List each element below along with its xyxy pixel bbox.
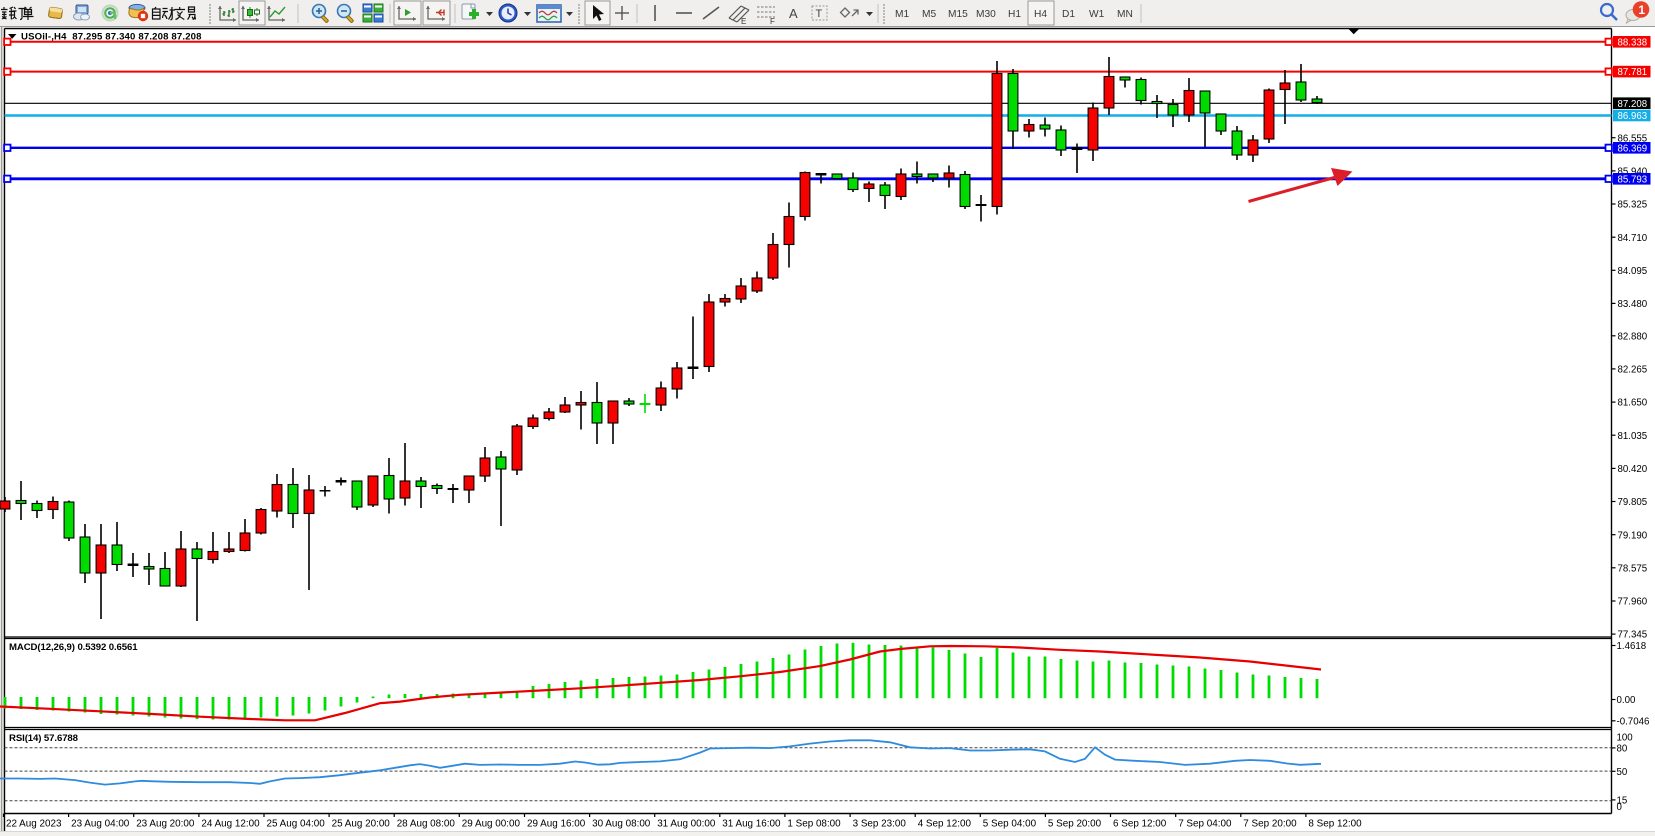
svg-text:88.338: 88.338 — [1618, 37, 1648, 48]
svg-text:86.555: 86.555 — [1618, 133, 1648, 144]
svg-text:85.793: 85.793 — [1618, 174, 1648, 185]
svg-text:F: F — [770, 17, 775, 26]
svg-text:0: 0 — [1617, 802, 1623, 813]
svg-text:82.880: 82.880 — [1618, 331, 1648, 342]
svg-text:0.00: 0.00 — [1617, 695, 1636, 706]
svg-text:5 Sep 20:00: 5 Sep 20:00 — [1048, 819, 1102, 830]
svg-text:87.781: 87.781 — [1618, 67, 1648, 78]
svg-text:31 Aug 16:00: 31 Aug 16:00 — [722, 819, 781, 830]
svg-text:M5: M5 — [922, 9, 936, 20]
svg-text:23 Aug 20:00: 23 Aug 20:00 — [136, 819, 195, 830]
svg-text:15: 15 — [1617, 796, 1628, 807]
svg-text:MACD(12,26,9) 0.5392 0.6561: MACD(12,26,9) 0.5392 0.6561 — [9, 642, 138, 653]
svg-text:79.190: 79.190 — [1618, 530, 1648, 541]
svg-text:25 Aug 04:00: 25 Aug 04:00 — [267, 819, 326, 830]
svg-text:85.940: 85.940 — [1618, 167, 1648, 178]
svg-text:85.325: 85.325 — [1618, 200, 1648, 211]
svg-text:86.963: 86.963 — [1618, 111, 1648, 122]
svg-text:100: 100 — [1617, 732, 1634, 743]
svg-text:H4: H4 — [1034, 9, 1047, 20]
svg-text:28 Aug 08:00: 28 Aug 08:00 — [397, 819, 456, 830]
svg-text:24 Aug 12:00: 24 Aug 12:00 — [201, 819, 260, 830]
svg-text:80: 80 — [1617, 744, 1628, 755]
svg-text:81.650: 81.650 — [1618, 398, 1648, 409]
svg-text:86.369: 86.369 — [1618, 143, 1648, 154]
svg-text:23 Aug 04:00: 23 Aug 04:00 — [71, 819, 130, 830]
svg-text:W1: W1 — [1089, 9, 1105, 20]
svg-text:5 Sep 04:00: 5 Sep 04:00 — [983, 819, 1037, 830]
svg-text:M1: M1 — [895, 9, 909, 20]
svg-text:31 Aug 00:00: 31 Aug 00:00 — [657, 819, 716, 830]
svg-text:RSI(14) 57.6788: RSI(14) 57.6788 — [9, 733, 79, 744]
svg-text:79.805: 79.805 — [1618, 497, 1648, 508]
svg-text:H1: H1 — [1008, 9, 1021, 20]
svg-text:84.095: 84.095 — [1618, 266, 1648, 277]
svg-text:D1: D1 — [1062, 9, 1075, 20]
svg-text:77.345: 77.345 — [1618, 630, 1648, 641]
svg-text:1.4618: 1.4618 — [1617, 641, 1647, 652]
svg-text:8 Sep 12:00: 8 Sep 12:00 — [1308, 819, 1362, 830]
svg-text:87.208: 87.208 — [1618, 99, 1648, 110]
svg-text:30 Aug 08:00: 30 Aug 08:00 — [592, 819, 651, 830]
svg-text:-0.7046: -0.7046 — [1617, 716, 1650, 727]
svg-text:78.575: 78.575 — [1618, 563, 1648, 574]
svg-text:6 Sep 12:00: 6 Sep 12:00 — [1113, 819, 1167, 830]
svg-text:29 Aug 16:00: 29 Aug 16:00 — [527, 819, 586, 830]
svg-text:25 Aug 20:00: 25 Aug 20:00 — [332, 819, 391, 830]
svg-text:84.710: 84.710 — [1618, 233, 1648, 244]
svg-text:77.960: 77.960 — [1618, 597, 1648, 608]
svg-text:3 Sep 23:00: 3 Sep 23:00 — [853, 819, 907, 830]
svg-text:A: A — [789, 6, 798, 21]
svg-text:29 Aug 00:00: 29 Aug 00:00 — [462, 819, 521, 830]
svg-text:USOil-,H4 87.295 87.340 87.20: USOil-,H4 87.295 87.340 87.208 87.208 — [21, 32, 202, 43]
svg-text:83.480: 83.480 — [1618, 299, 1648, 310]
svg-text:22 Aug 2023: 22 Aug 2023 — [6, 819, 62, 830]
svg-text:7 Sep 04:00: 7 Sep 04:00 — [1178, 819, 1232, 830]
svg-text:1: 1 — [1638, 3, 1645, 17]
svg-text:T: T — [816, 8, 823, 20]
svg-text:E: E — [741, 17, 746, 26]
svg-text:80.420: 80.420 — [1618, 464, 1648, 475]
svg-text:M30: M30 — [976, 9, 996, 20]
svg-text:M15: M15 — [948, 9, 968, 20]
svg-text:50: 50 — [1617, 767, 1628, 778]
svg-text:4 Sep 12:00: 4 Sep 12:00 — [918, 819, 972, 830]
svg-text:MN: MN — [1117, 9, 1133, 20]
svg-text:82.265: 82.265 — [1618, 365, 1648, 376]
svg-text:81.035: 81.035 — [1618, 431, 1648, 442]
svg-text:1 Sep 08:00: 1 Sep 08:00 — [787, 819, 841, 830]
svg-text:7 Sep 20:00: 7 Sep 20:00 — [1243, 819, 1297, 830]
